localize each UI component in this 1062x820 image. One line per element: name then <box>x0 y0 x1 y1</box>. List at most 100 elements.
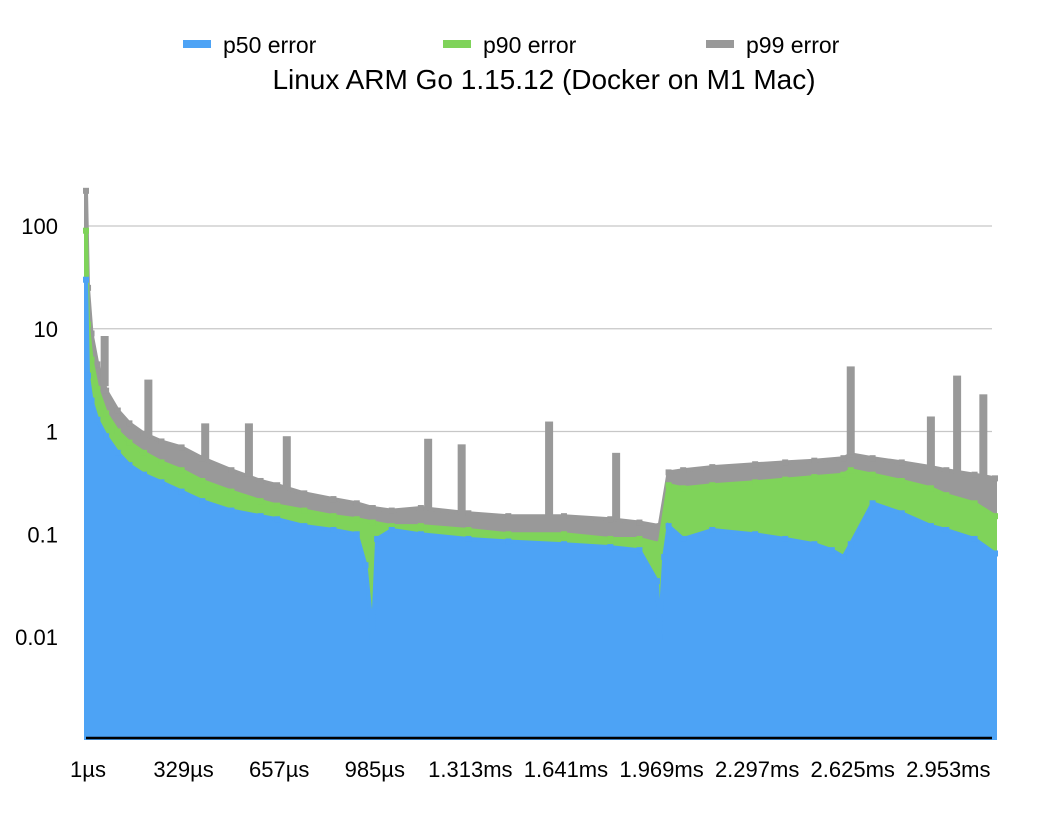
data-point <box>782 535 789 542</box>
data-point <box>330 496 337 503</box>
data-point <box>417 523 424 530</box>
data-point <box>330 526 337 533</box>
x-tick-label: 1.641ms <box>524 757 608 782</box>
data-point <box>274 502 281 509</box>
legend-swatch <box>443 40 471 48</box>
spike-mark <box>979 394 988 477</box>
data-point <box>301 490 308 497</box>
data-point <box>665 523 672 530</box>
data-point <box>88 397 95 404</box>
data-point <box>607 516 614 523</box>
x-tick-label: 329µs <box>153 757 213 782</box>
data-point <box>636 535 643 542</box>
data-point <box>85 372 92 379</box>
data-point <box>301 507 308 514</box>
data-point <box>388 507 395 514</box>
y-tick-label: 0.01 <box>15 625 58 650</box>
data-point <box>274 482 281 489</box>
data-point <box>869 500 876 507</box>
y-tick-label: 10 <box>34 317 58 342</box>
spike-mark <box>953 375 962 472</box>
data-point <box>178 467 185 474</box>
legend-label: p90 error <box>483 32 577 58</box>
data-point <box>228 467 235 474</box>
data-point <box>927 523 934 530</box>
plot-area <box>83 187 998 740</box>
data-point <box>114 407 121 414</box>
x-axis: 1µs 329µs 657µs 985µs 1.313ms 1.641ms 1.969ms 2… <box>70 736 992 782</box>
data-point <box>811 457 818 464</box>
y-axis: 0.01 0.1 1 10 100 <box>15 214 58 650</box>
data-point <box>943 526 950 533</box>
data-point <box>417 531 424 538</box>
x-tick-label: 2.297ms <box>715 757 799 782</box>
data-point <box>257 498 264 505</box>
data-point <box>840 471 847 478</box>
data-point <box>709 526 716 533</box>
data-point <box>353 516 360 523</box>
data-point <box>636 519 643 526</box>
data-point <box>114 449 121 456</box>
data-point <box>388 526 395 533</box>
data-point <box>709 464 716 471</box>
data-point <box>840 455 847 462</box>
legend-swatch <box>706 40 734 48</box>
data-point <box>636 547 643 554</box>
data-point <box>869 455 876 462</box>
data-point <box>140 471 147 478</box>
data-point <box>114 428 121 435</box>
data-point <box>560 531 567 538</box>
data-point <box>971 535 978 542</box>
data-point <box>840 554 847 561</box>
data-point <box>330 513 337 520</box>
data-point <box>199 477 206 484</box>
x-tick-label: 2.625ms <box>811 757 895 782</box>
data-point <box>103 433 110 440</box>
data-point <box>88 330 95 337</box>
data-point <box>709 482 716 489</box>
spike-mark <box>100 336 109 387</box>
data-point <box>927 485 934 492</box>
data-point <box>374 535 381 542</box>
spike-mark <box>201 423 210 460</box>
data-point <box>369 505 376 512</box>
p99-spikes <box>100 336 988 520</box>
y-tick-label: 100 <box>21 214 58 239</box>
data-point <box>898 477 905 484</box>
data-point <box>680 467 687 474</box>
spike-mark <box>545 421 554 517</box>
data-point <box>178 444 185 451</box>
spike-mark <box>457 444 466 513</box>
data-point <box>158 438 165 445</box>
data-point <box>465 535 472 542</box>
data-point <box>680 485 687 492</box>
data-point <box>353 531 360 538</box>
x-tick-label: 985µs <box>345 757 405 782</box>
data-point <box>417 505 424 512</box>
legend-swatch <box>183 40 211 48</box>
spike-mark <box>926 416 935 468</box>
data-point <box>126 439 133 446</box>
data-point <box>228 507 235 514</box>
spike-mark <box>282 436 291 489</box>
data-point <box>83 187 89 194</box>
data-point <box>158 479 165 486</box>
data-point <box>869 471 876 478</box>
data-point <box>353 500 360 507</box>
x-tick-label: 657µs <box>249 757 309 782</box>
x-tick-label: 1.313ms <box>428 757 512 782</box>
data-point <box>752 531 759 538</box>
data-point <box>752 461 759 468</box>
data-point <box>140 430 147 437</box>
x-tick-label: 1.969ms <box>619 757 703 782</box>
spike-mark <box>846 366 855 455</box>
data-point <box>607 535 614 542</box>
data-point <box>362 562 369 569</box>
spike-mark <box>612 452 621 520</box>
data-point <box>94 361 101 368</box>
legend-label: p50 error <box>223 32 317 58</box>
data-point <box>505 538 512 545</box>
spike-mark <box>424 438 433 509</box>
data-point <box>369 519 376 526</box>
